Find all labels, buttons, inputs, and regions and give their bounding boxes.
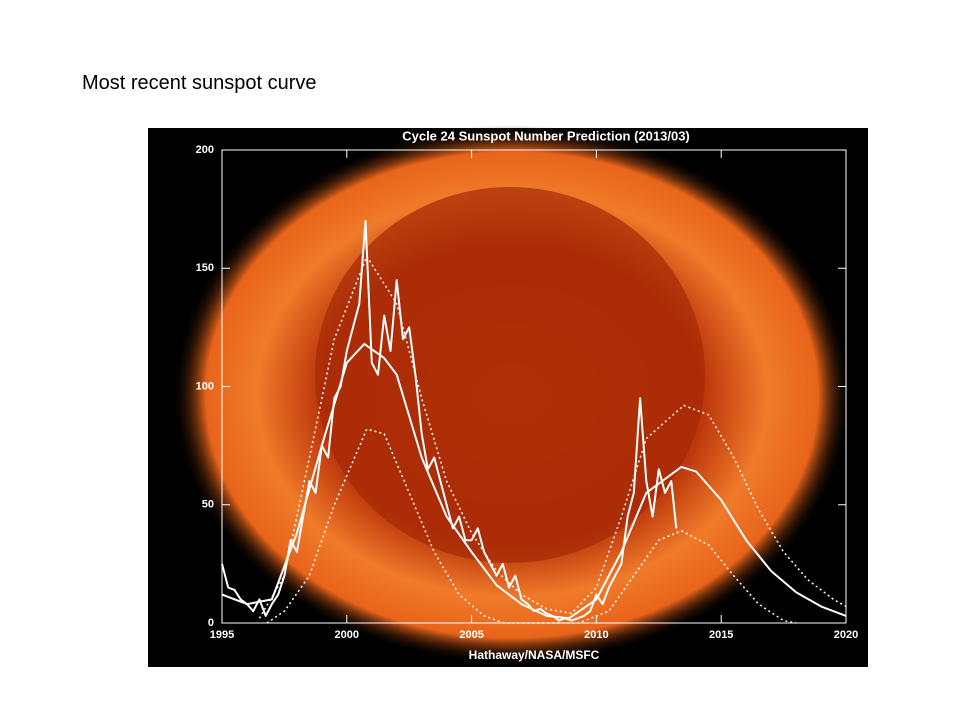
series-line bbox=[221, 219, 678, 622]
slide-heading: Most recent sunspot curve bbox=[82, 72, 317, 94]
y-tick-label: 150 bbox=[196, 262, 214, 274]
series-line bbox=[266, 428, 797, 624]
x-tick-label: 1995 bbox=[210, 629, 234, 641]
x-tick-label: 2020 bbox=[834, 629, 858, 641]
credit: Hathaway/NASA/MSFC bbox=[469, 648, 600, 662]
x-tick-label: 2000 bbox=[335, 629, 359, 641]
x-tick-label: 2005 bbox=[459, 629, 483, 641]
y-tick-label: 100 bbox=[196, 380, 214, 392]
y-tick-label: 0 bbox=[208, 617, 214, 629]
y-tick-label: 200 bbox=[196, 144, 214, 156]
series-line bbox=[221, 342, 847, 620]
sun-disk bbox=[315, 187, 705, 563]
x-tick-label: 2010 bbox=[584, 629, 608, 641]
x-tick-label: 2015 bbox=[709, 629, 733, 641]
y-tick-label: 50 bbox=[202, 499, 214, 511]
chart-title: Cycle 24 Sunspot Number Prediction (2013… bbox=[402, 128, 690, 143]
series-line bbox=[258, 255, 847, 619]
